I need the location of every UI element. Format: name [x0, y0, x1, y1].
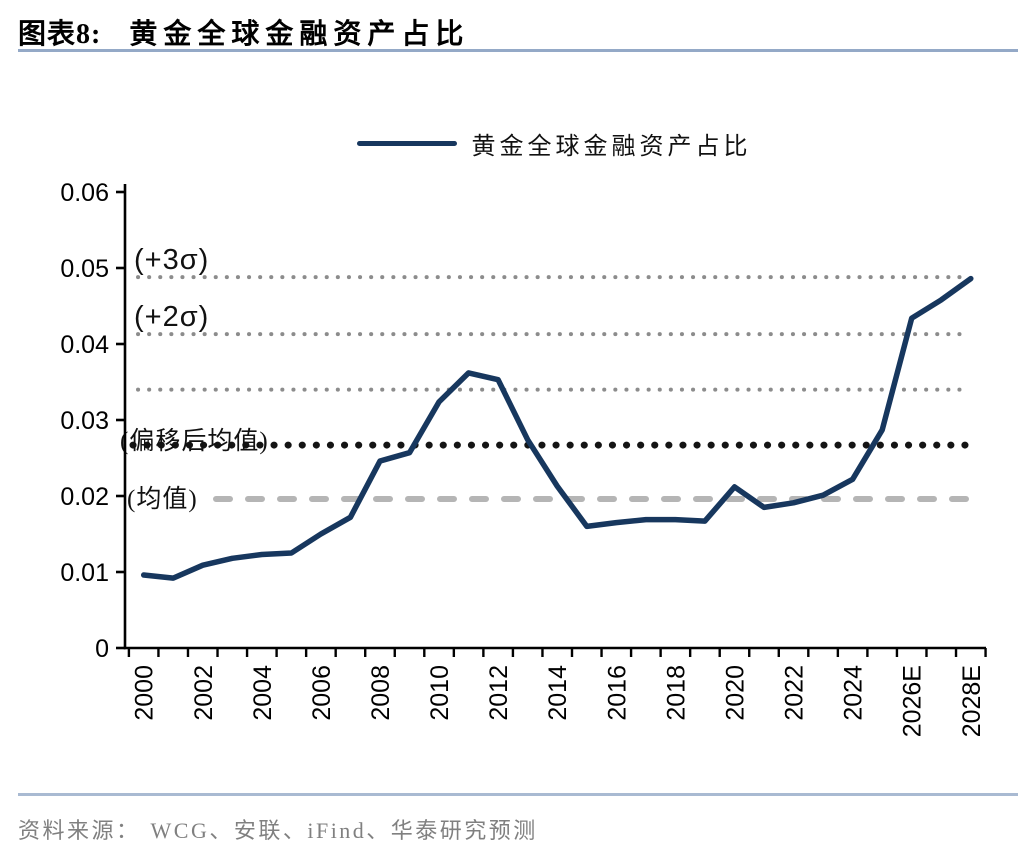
x-tick-label: 2018: [662, 665, 690, 721]
figure-title: 黄金全球金融资产占比: [129, 19, 470, 50]
reference-label-shifted-mean: (偏移后均值): [120, 427, 269, 455]
y-tick-label: 0: [95, 635, 109, 663]
title-underline: [18, 49, 1018, 52]
x-tick-label: 2000: [131, 665, 159, 721]
x-tick-label: 2004: [249, 665, 277, 721]
series-line-gold-share: [140, 275, 974, 581]
x-tick-label: 2012: [485, 665, 513, 721]
x-tick-label: 2008: [367, 665, 395, 721]
x-tick-label: 2026E: [899, 665, 927, 737]
reference-label-mean: (均值): [127, 485, 198, 513]
source-divider: [18, 793, 1018, 796]
y-tick-label: 0.04: [60, 331, 109, 359]
reference-label-plus-3-sigma: (+3σ): [134, 244, 209, 276]
source-prefix: 资料来源：: [18, 818, 141, 843]
x-tick-label: 2010: [426, 665, 454, 721]
x-tick-label: 2016: [603, 665, 631, 721]
x-tick-label: 2006: [308, 665, 336, 721]
chart-canvas: (+3σ) (+2σ) (偏移后均值) (均值) 0 0.01 0.02 0.03 0.04 0.…: [60, 179, 987, 737]
y-tick-label: 0.03: [60, 407, 109, 435]
source-note: 资料来源： WCG、安联、iFind、华泰研究预测: [18, 813, 540, 845]
x-tick-label: 2024: [840, 665, 868, 721]
figure-number-label: 图表8:: [18, 19, 102, 50]
legend-line-swatch: [356, 141, 457, 146]
figure-header: 图表8: 黄金全球金融资产占比: [18, 12, 469, 52]
reference-label-plus-2-sigma: (+2σ): [134, 301, 209, 333]
y-tick-label: 0.02: [60, 483, 109, 511]
source-text: WCG、安联、iFind、华泰研究预测: [150, 818, 538, 843]
y-tick-label: 0.06: [60, 179, 109, 207]
x-tick-label: 2022: [781, 665, 809, 721]
x-tick-label: 2002: [190, 665, 218, 721]
y-tick-label: 0.05: [60, 255, 109, 283]
chart-legend: 黄金全球金融资产占比: [36, 126, 1036, 161]
x-tick-label: 2014: [544, 665, 572, 721]
x-tick-label: 2020: [721, 665, 749, 721]
x-tick-label: 2028E: [958, 665, 986, 737]
y-tick-label: 0.01: [60, 559, 109, 587]
legend-series-label: 黄金全球金融资产占比: [471, 134, 752, 160]
